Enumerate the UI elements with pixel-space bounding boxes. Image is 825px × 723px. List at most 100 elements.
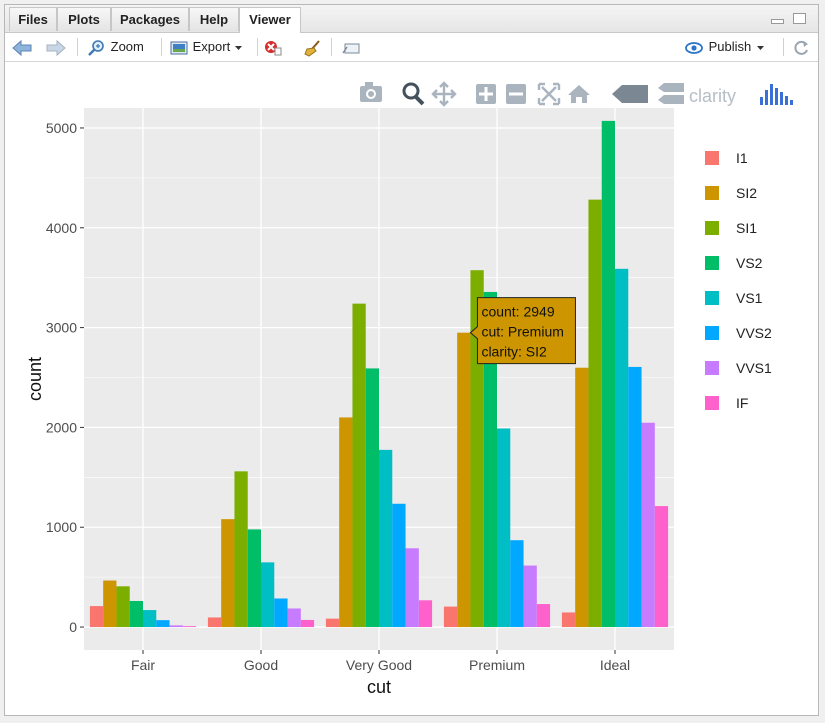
bar-i1-fair[interactable]: [89, 606, 104, 628]
plotly-logo-icon: [760, 84, 793, 105]
bar-i1-good[interactable]: [207, 617, 222, 628]
bar-si2-very-good[interactable]: [339, 417, 353, 628]
magnifier-icon: [402, 82, 420, 100]
legend-swatch-vs2[interactable]: [705, 256, 719, 270]
bar-vs1-fair[interactable]: [143, 610, 157, 628]
show-closest-data-button[interactable]: [612, 85, 648, 103]
legend-swatch-si1[interactable]: [705, 221, 719, 235]
chevron-down-icon: [756, 45, 764, 50]
bar-vvs2-fair[interactable]: [156, 620, 170, 628]
show-in-new-window-button[interactable]: [341, 37, 361, 57]
tab-help[interactable]: Help: [189, 7, 239, 31]
bar-vvs2-premium[interactable]: [510, 540, 524, 628]
forward-arrow-icon: [46, 39, 66, 56]
legend-label-vs2[interactable]: VS2: [736, 255, 763, 271]
legend-swatch-si2[interactable]: [705, 186, 719, 200]
bar-if-fair[interactable]: [182, 626, 197, 628]
zoom-out-button[interactable]: [506, 84, 526, 104]
back-button[interactable]: [11, 37, 33, 57]
forward-button[interactable]: [45, 37, 67, 57]
broom-icon: [304, 39, 320, 57]
remove-viewer-item-button[interactable]: [263, 37, 283, 57]
tab-plots[interactable]: Plots: [57, 7, 111, 31]
bar-vvs1-premium[interactable]: [523, 565, 537, 628]
bar-vvs1-fair[interactable]: [169, 625, 183, 628]
legend-label-i1[interactable]: I1: [736, 150, 748, 166]
legend-label-vvs1[interactable]: VVS1: [736, 360, 772, 376]
publish-button[interactable]: Publish: [683, 37, 767, 57]
maximize-pane-button[interactable]: [793, 13, 806, 24]
bar-vs2-fair[interactable]: [129, 600, 143, 628]
download-plot-button[interactable]: [360, 82, 382, 102]
bar-if-ideal[interactable]: [654, 506, 669, 628]
zoom-mode-button[interactable]: [402, 82, 425, 106]
toolbar-separator: [331, 38, 332, 56]
legend-swatch-if[interactable]: [705, 396, 719, 410]
legend-label-vvs2[interactable]: VVS2: [736, 325, 772, 341]
bar-if-premium[interactable]: [536, 604, 551, 628]
legend-label-si1[interactable]: SI1: [736, 220, 757, 236]
legend-swatch-vvs1[interactable]: [705, 361, 719, 375]
tab-packages-label: Packages: [120, 12, 180, 27]
legend-label-vs1[interactable]: VS1: [736, 290, 763, 306]
bar-vs1-good[interactable]: [261, 562, 275, 628]
export-button[interactable]: Export: [169, 37, 244, 57]
publish-icon: [685, 41, 703, 54]
bar-vs1-ideal[interactable]: [615, 268, 629, 628]
legend-swatch-vvs2[interactable]: [705, 326, 719, 340]
bar-vs1-very-good[interactable]: [379, 449, 393, 628]
legend-label-si2[interactable]: SI2: [736, 185, 757, 201]
bar-si1-ideal[interactable]: [588, 199, 602, 628]
zoom-button[interactable]: Zoom: [87, 37, 144, 57]
bar-si2-fair[interactable]: [103, 580, 117, 628]
bar-vvs2-very-good[interactable]: [392, 503, 406, 628]
autoscale-button[interactable]: [537, 82, 561, 106]
legend-swatch-i1[interactable]: [705, 151, 719, 165]
bar-vvs1-ideal[interactable]: [641, 422, 655, 628]
pan-mode-button[interactable]: [431, 81, 457, 107]
closest-tag-icon: [612, 85, 648, 103]
legend-swatch-vs1[interactable]: [705, 291, 719, 305]
tab-files[interactable]: Files: [9, 7, 57, 31]
bar-vvs1-very-good[interactable]: [405, 548, 419, 628]
minimize-pane-button[interactable]: [771, 19, 784, 24]
bar-i1-very-good[interactable]: [325, 618, 340, 628]
zoom-in-button[interactable]: [476, 84, 496, 104]
clear-all-viewer-button[interactable]: [303, 37, 323, 57]
tab-plots-label: Plots: [68, 12, 100, 27]
y-tick-label: 5000: [46, 120, 77, 136]
bar-si2-premium[interactable]: [457, 332, 471, 628]
compare-data-button[interactable]: [658, 83, 684, 104]
home-icon: [568, 85, 590, 103]
y-tick-label: 1000: [46, 519, 77, 535]
plotly-logo-link[interactable]: [760, 84, 793, 105]
publish-label: Publish: [708, 39, 752, 54]
bar-if-very-good[interactable]: [418, 600, 433, 628]
x-tick-label: Ideal: [600, 657, 630, 673]
bar-si2-good[interactable]: [221, 519, 235, 628]
tab-packages[interactable]: Packages: [111, 7, 189, 31]
legend-label-if[interactable]: IF: [736, 395, 748, 411]
bar-vs1-premium[interactable]: [497, 428, 511, 628]
bar-si1-very-good[interactable]: [352, 303, 366, 628]
bar-if-good[interactable]: [300, 619, 315, 628]
remove-icon: [265, 40, 282, 56]
tab-viewer-label: Viewer: [249, 12, 291, 27]
reset-axes-button[interactable]: [568, 85, 590, 103]
bar-vs2-very-good[interactable]: [365, 368, 379, 628]
bar-vs2-premium[interactable]: [483, 291, 497, 628]
bar-vs2-good[interactable]: [247, 529, 261, 628]
bar-si1-fair[interactable]: [116, 586, 130, 628]
tab-viewer[interactable]: Viewer: [239, 7, 301, 33]
bar-vvs2-ideal[interactable]: [628, 366, 642, 628]
bar-i1-premium[interactable]: [443, 606, 458, 628]
refresh-button[interactable]: [791, 37, 811, 57]
bar-i1-ideal[interactable]: [561, 612, 576, 628]
bar-vvs1-good[interactable]: [287, 608, 301, 628]
bar-vvs2-good[interactable]: [274, 598, 288, 628]
bar-si1-good[interactable]: [234, 471, 248, 628]
bar-si2-ideal[interactable]: [575, 367, 589, 628]
x-axis-title: cut: [367, 677, 391, 697]
bar-vs2-ideal[interactable]: [601, 120, 615, 628]
